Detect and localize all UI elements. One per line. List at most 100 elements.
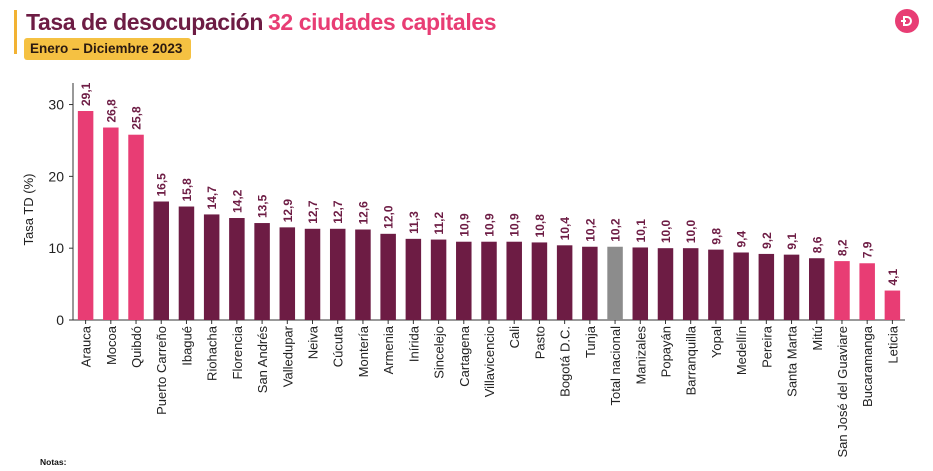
bar	[556, 245, 573, 320]
value-label: 29,1	[79, 82, 93, 106]
title-accent: 32 ciudades capitales	[267, 9, 497, 35]
value-label: 10,2	[583, 218, 597, 242]
value-label: 11,3	[407, 211, 421, 234]
category-label: Puerto Carreño	[154, 326, 169, 415]
value-label: 10,0	[659, 220, 673, 244]
category-label: Yopal	[709, 326, 724, 358]
bar	[254, 223, 270, 320]
category-label: Riohacha	[205, 325, 220, 381]
bar	[279, 227, 296, 320]
bar	[783, 254, 800, 320]
value-label: 12,6	[356, 201, 370, 225]
category-label: Ibagué	[179, 326, 194, 366]
bar	[607, 246, 623, 320]
bar	[355, 229, 371, 320]
y-tick-label: 0	[56, 312, 64, 328]
bar	[758, 253, 775, 320]
value-label: 10,2	[609, 218, 623, 242]
value-label: 9,4	[735, 230, 749, 247]
category-label: Barranquilla	[684, 325, 699, 395]
y-tick-label: 20	[48, 168, 64, 184]
category-label: Pasto	[532, 326, 547, 359]
value-label: 9,8	[709, 228, 723, 245]
logo-glyph-icon	[901, 16, 912, 26]
bar	[304, 228, 321, 320]
category-label: Sincelejo	[432, 326, 447, 379]
value-label: 12,9	[281, 199, 295, 223]
value-label: 14,7	[205, 186, 219, 210]
title-accent-bar	[14, 10, 17, 54]
category-label: Tunja	[583, 325, 598, 358]
value-label: 15,8	[180, 178, 194, 202]
category-label: Armenia	[381, 325, 396, 374]
bar	[708, 249, 724, 320]
category-label: Manizales	[633, 326, 648, 385]
bar	[456, 241, 472, 320]
category-label: Total nacional	[608, 326, 623, 406]
bar	[733, 252, 749, 320]
value-label: 8,6	[810, 236, 824, 253]
bar	[430, 239, 447, 320]
category-label: Medellín	[734, 326, 749, 375]
category-label: Florencia	[230, 325, 245, 379]
bar	[178, 206, 195, 320]
title-main: Tasa de desocupación	[26, 9, 263, 35]
bar	[657, 248, 674, 320]
value-label: 8,2	[835, 239, 849, 256]
category-label: San Andrés	[255, 326, 270, 394]
bar	[405, 238, 422, 320]
value-label: 9,1	[785, 233, 799, 250]
category-label: Leticia	[885, 325, 900, 363]
bar	[632, 247, 649, 320]
bar	[103, 127, 119, 320]
value-label: 10,9	[457, 213, 471, 237]
value-label: 10,9	[483, 213, 497, 237]
bar	[682, 248, 699, 320]
bar	[884, 290, 901, 320]
category-label: Montería	[356, 325, 371, 377]
category-label: Cali	[507, 326, 522, 349]
y-tick-label: 10	[48, 240, 64, 256]
bar	[329, 228, 346, 320]
bar	[229, 218, 245, 320]
value-label: 26,8	[104, 99, 118, 123]
bar	[203, 214, 220, 320]
bar	[834, 261, 850, 320]
value-label: 4,1	[886, 269, 900, 286]
bar	[531, 242, 548, 320]
value-label: 14,2	[230, 189, 244, 213]
chart-title: Tasa de desocupación 32 ciudades capitale…	[26, 9, 497, 36]
category-label: Arauca	[79, 325, 94, 367]
value-label: 10,0	[684, 220, 698, 244]
category-label: Mitú	[810, 326, 825, 351]
bar	[582, 246, 598, 320]
category-label: San José del Guaviare	[835, 326, 850, 458]
bar	[128, 134, 144, 320]
bar	[506, 241, 522, 320]
category-label: Mocoa	[104, 325, 119, 365]
category-label: Cúcuta	[331, 325, 346, 367]
value-label: 10,9	[508, 213, 522, 237]
category-label: Neiva	[306, 325, 321, 359]
bar	[153, 201, 169, 320]
value-label: 10,4	[558, 217, 572, 241]
category-label: Bucaramanga	[860, 325, 875, 407]
bar	[380, 233, 396, 320]
notes-title: Notas:	[40, 457, 67, 467]
value-label: 11,2	[432, 212, 446, 235]
category-label: Popayán	[658, 326, 673, 377]
category-label: Santa Marta	[785, 325, 800, 397]
period-badge: Enero – Diciembre 2023	[24, 38, 192, 60]
value-label: 13,5	[256, 194, 270, 218]
category-label: Inírida	[406, 325, 421, 362]
category-label: Cartagena	[457, 325, 472, 386]
category-label: Bogotá D.C.	[558, 326, 573, 397]
value-label: 10,1	[634, 219, 648, 243]
value-label: 10,8	[533, 214, 547, 238]
value-label: 16,5	[155, 173, 169, 197]
bar	[809, 258, 825, 320]
category-label: Pereira	[759, 325, 774, 368]
y-axis-title: Tasa TD (%)	[21, 174, 36, 246]
value-label: 9,2	[760, 232, 774, 249]
